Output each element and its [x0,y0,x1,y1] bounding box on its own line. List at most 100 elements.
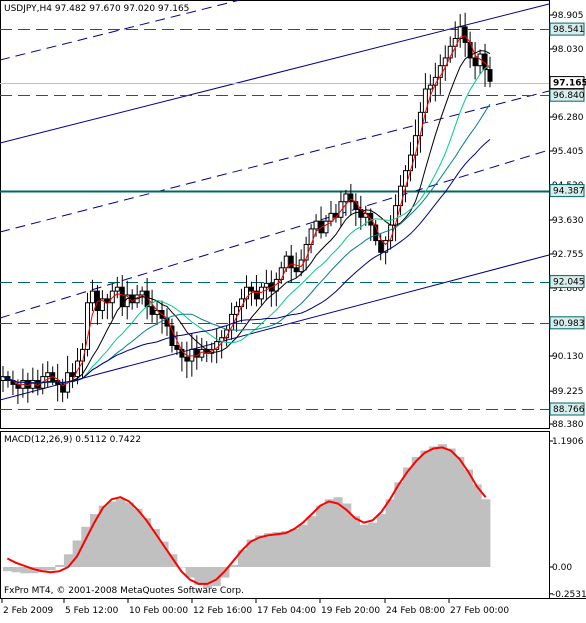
macd-header: MACD(12,26,9) 0.5112 0.7422 [4,435,141,446]
macd-histogram-bar [385,499,395,567]
macd-histogram-bar [150,528,160,567]
candle-body [407,154,413,172]
macd-histogram-bar [124,502,134,567]
price-tick-label: 96.280 [552,113,584,123]
ma-navy-line [2,139,491,384]
main-panel-border [0,0,550,429]
macd-label: MACD(12,26,9) [4,435,73,445]
price-badge-label: 88.766 [553,405,585,415]
macd-histogram-bar [359,524,369,567]
candle-body [0,376,6,381]
macd-histogram-bar [107,501,117,567]
candle-body [119,286,125,308]
candle-body [15,383,21,389]
macd-histogram-bar [368,522,378,567]
candle-body [224,329,230,339]
candle-body [378,240,384,253]
price-tick-label: 98.905 [552,11,584,21]
macd-tick-label: 0.00 [552,563,572,573]
candle-body [109,290,115,304]
channel-line-0 [0,3,550,144]
price-badge [549,275,585,289]
macd-histogram-bar [411,456,421,567]
macd-histogram-bar [37,567,47,573]
candle-body [477,53,483,67]
candle-body [338,201,344,218]
macd-histogram-bar [55,564,65,567]
macd-histogram-bar [394,482,404,567]
macd-histogram-bar [211,567,221,586]
candle-body [184,356,190,362]
candle-body [323,220,329,234]
candle-body [258,286,264,300]
price-badge [549,316,585,330]
price-badge [549,76,585,90]
macd-histogram-bar [307,516,317,567]
channel-line-4 [0,0,241,61]
macd-histogram-bar [142,518,152,567]
time-tick-label: 10 Feb 00:00 [129,606,188,616]
candle-body [328,212,334,222]
price-tick-label: 91.880 [552,284,584,294]
macd-histogram-bar [176,567,186,568]
candle-body [89,290,95,304]
candle-body [293,267,299,273]
macd-tick-label: -0.2531 [552,590,586,600]
candle-body [149,306,155,315]
price-badge [549,184,585,198]
time-tick-label: 24 Feb 08:00 [386,606,445,616]
candle-body [487,69,493,82]
ma-black-line [2,50,491,384]
time-tick-label: 19 Feb 20:00 [321,606,380,616]
ma-red-line [2,35,491,387]
candle-body [234,306,240,315]
price-badge-label: 97.165 [553,79,586,89]
symbol-timeframe: USDJPY,H4 [4,4,52,14]
macd-histogram-bar [281,531,291,567]
price-badge [549,402,585,416]
chart-header: USDJPY,H4 97.482 97.670 97.020 97.165 [4,4,189,15]
candle-body [194,348,200,358]
ma-green-line [2,64,491,384]
price-badge [549,88,585,102]
candle-body [60,383,66,393]
macd-histogram-bar [194,567,204,585]
time-tick-label: 17 Feb 04:00 [257,606,316,616]
macd-histogram-bar [98,505,108,567]
candle-body [70,372,76,378]
macd-histogram-bar [20,567,30,574]
candle-body [253,290,259,300]
macd-histogram-bar [463,469,473,567]
channel-line-2 [0,254,550,401]
candle-body [313,220,319,230]
price-tick-label: 89.225 [552,387,584,397]
price-badge-label: 96.840 [553,91,585,101]
candle-body [45,372,51,378]
price-badge-label: 92.045 [553,278,585,288]
macd-histogram-bar [350,516,360,567]
candle-body [457,26,463,40]
macd-histogram-bar [263,533,273,567]
price-badge-label: 90.983 [553,319,585,329]
macd-histogram-bar [116,499,126,567]
candle-body [174,345,180,350]
macd-histogram-bar [437,444,447,567]
macd-histogram-bar [420,450,430,567]
macd-histogram-bar [376,514,386,567]
time-tick-label: 5 Feb 12:00 [65,606,119,616]
candle-body [239,298,245,308]
candle-body [343,193,349,203]
macd-histogram-bar [185,567,195,578]
candle-body [353,201,359,210]
candle-body [398,185,404,207]
candle-body [472,57,478,67]
macd-histogram-bar [298,524,308,567]
candle-body [244,286,249,300]
main-panel [0,0,550,410]
macd-histogram-bar [342,503,352,567]
price-tick-label: 88.380 [552,420,584,430]
candle-body [263,282,269,288]
macd-histogram-bar [237,550,247,567]
